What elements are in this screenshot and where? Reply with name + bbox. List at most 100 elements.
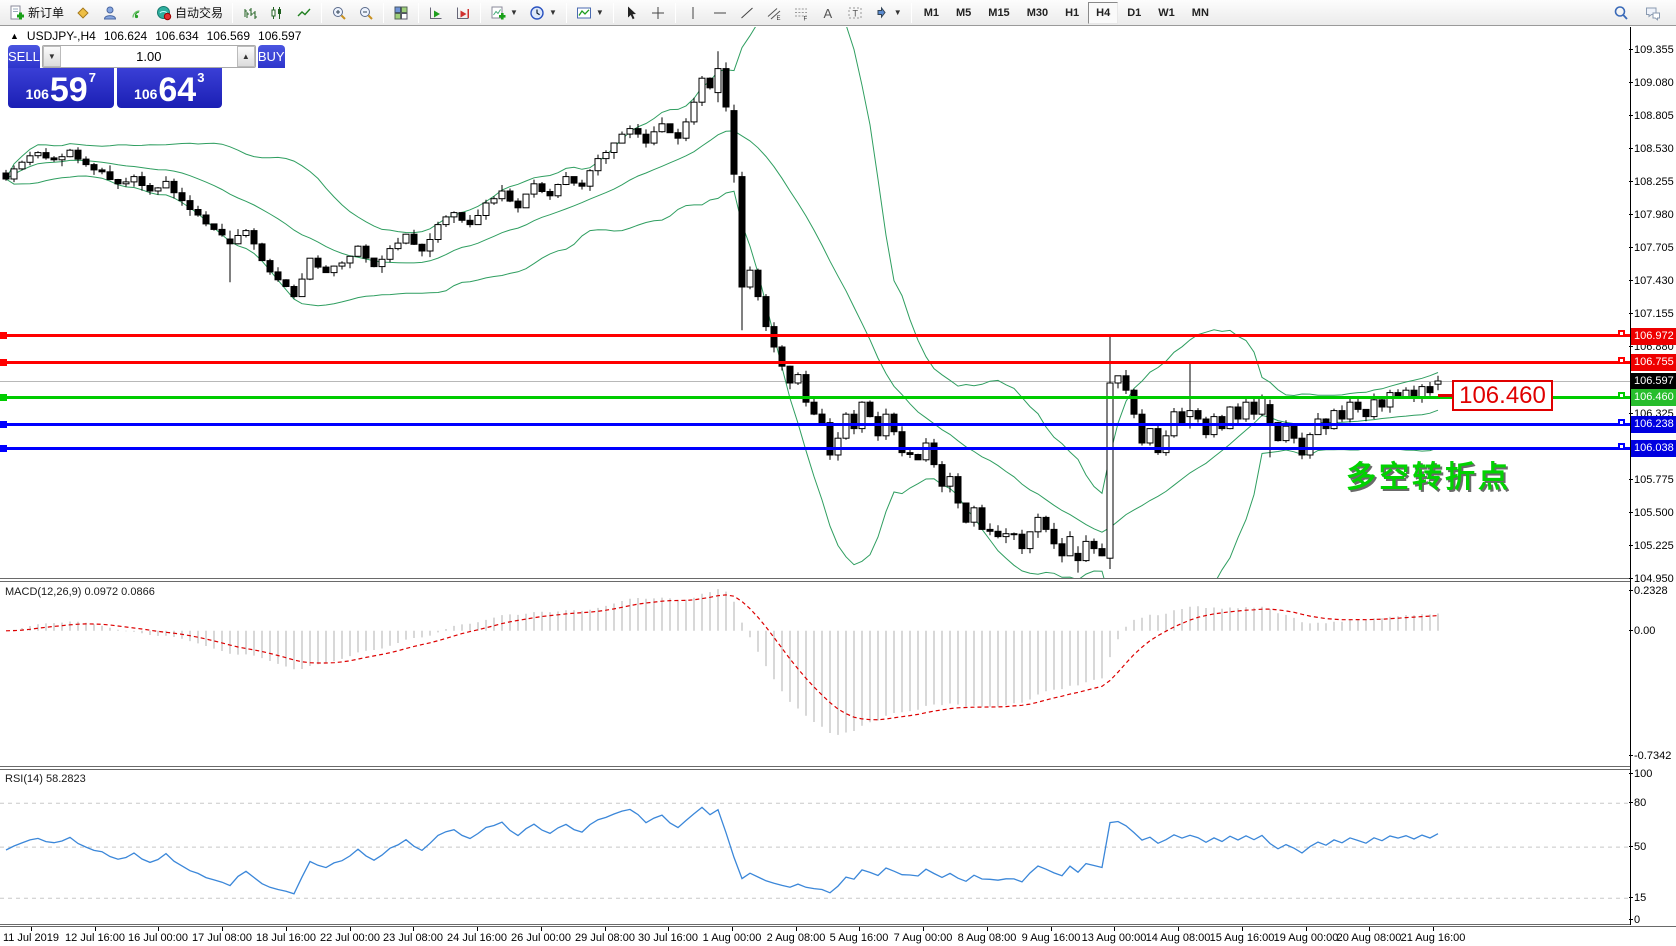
annotation-text-object[interactable]: 多空转折点	[1346, 461, 1511, 494]
horizontal-line-button[interactable]	[707, 2, 733, 24]
macd-label: MACD(12,26,9) 0.0972 0.0866	[5, 586, 155, 598]
time-label: 21 Aug 16:00	[1400, 932, 1466, 944]
price-tick: 107.155	[1629, 308, 1674, 320]
macd-tick: -0.7342	[1628, 750, 1672, 762]
buy-price-button[interactable]: 106 64 3	[116, 68, 222, 108]
ohlc-open: 106.624	[103, 29, 148, 43]
equidistant-channel-icon: E	[767, 7, 780, 21]
trendline-icon	[740, 7, 753, 18]
equidistant-channel-button[interactable]: E	[761, 2, 787, 24]
time-label: 19 Aug 00:00	[1273, 932, 1339, 944]
time-tick	[923, 927, 924, 931]
hline-left-handle[interactable]	[0, 394, 7, 401]
auto-scroll-button[interactable]	[423, 2, 449, 24]
macd-canvas[interactable]	[0, 582, 1630, 766]
timeframe-m15-button[interactable]: M15	[988, 6, 1010, 19]
signals-icon	[132, 9, 140, 18]
arrows-button[interactable]: ▼	[869, 2, 907, 24]
price-tick: 108.805	[1629, 110, 1674, 122]
text-label-button[interactable]: T	[842, 2, 868, 24]
buy-button[interactable]: BUY	[257, 45, 285, 68]
text-button[interactable]: A	[815, 2, 841, 24]
time-tick	[350, 927, 351, 931]
pane-splitter[interactable]	[0, 766, 1676, 770]
chat-icon	[1646, 7, 1660, 21]
hline-right-handle[interactable]	[1618, 357, 1625, 364]
autotrading-button[interactable]: 自动交易	[151, 2, 228, 24]
timeframe-m5-button[interactable]: M5	[956, 6, 972, 19]
signals-button[interactable]	[124, 2, 150, 24]
time-tick	[1433, 927, 1434, 931]
profile-icon	[104, 6, 117, 19]
time-tick	[859, 927, 860, 931]
volume-increase-button[interactable]: ▲	[236, 46, 255, 67]
sell-price-button[interactable]: 106 59 7	[8, 68, 114, 108]
zoom-out-button[interactable]	[353, 2, 379, 24]
text-label-icon: T	[848, 7, 862, 18]
cursor-button[interactable]	[618, 2, 644, 24]
timeframe-d1-button[interactable]: D1	[1127, 6, 1142, 19]
zoom-in-button[interactable]	[326, 2, 352, 24]
volume-decrease-button[interactable]: ▼	[42, 46, 61, 67]
bar-chart-mode-button[interactable]	[237, 2, 263, 24]
collapse-panel-icon[interactable]: ▲	[10, 31, 19, 41]
line-chart-mode-button[interactable]	[291, 2, 317, 24]
new-chart-button[interactable]: ▼	[485, 2, 523, 24]
periods-button[interactable]: ▼	[524, 2, 562, 24]
hline-left-handle[interactable]	[0, 332, 7, 339]
price-badge-106038: 106.038	[1631, 440, 1676, 457]
svg-text:E: E	[776, 16, 780, 21]
toolbar-separator	[418, 2, 420, 23]
timeframe-w1-button[interactable]: W1	[1158, 6, 1175, 19]
candlestick-mode-button[interactable]	[264, 2, 290, 24]
rsi-canvas[interactable]	[0, 770, 1630, 925]
time-tick	[286, 927, 287, 931]
time-tick	[477, 927, 478, 931]
volume-input[interactable]	[60, 46, 237, 67]
time-label: 8 Aug 08:00	[957, 932, 1017, 944]
hline-106755[interactable]	[0, 361, 1630, 364]
hline-106038[interactable]	[0, 447, 1630, 450]
rsi-pane: RSI(14) 58.2823	[0, 770, 1630, 925]
profile-button[interactable]	[97, 2, 123, 24]
search-button[interactable]	[1608, 2, 1634, 24]
crosshair-button[interactable]	[645, 2, 671, 24]
tile-windows-button[interactable]	[388, 2, 414, 24]
timeframe-m30-button[interactable]: M30	[1026, 6, 1049, 19]
new-order-button[interactable]: 新订单	[4, 2, 69, 24]
timeframe-h4-button[interactable]: H4	[1088, 1, 1119, 24]
hline-10646[interactable]	[0, 396, 1630, 399]
hline-left-handle[interactable]	[0, 445, 7, 452]
price-tick: 107.980	[1629, 209, 1674, 221]
pane-splitter[interactable]	[0, 578, 1676, 582]
hline-106972[interactable]	[0, 334, 1630, 337]
fibonacci-button[interactable]: F	[788, 2, 814, 24]
price-callout-object[interactable]: 106.460	[1452, 380, 1553, 411]
timeframe-m1-button[interactable]: M1	[923, 6, 939, 19]
time-label: 29 Jul 08:00	[575, 932, 635, 944]
time-label: 5 Aug 16:00	[829, 932, 889, 944]
indicators-button[interactable]: ▼	[571, 2, 609, 24]
hline-106238[interactable]	[0, 423, 1630, 426]
chart-shift-button[interactable]	[450, 2, 476, 24]
hline-right-handle[interactable]	[1618, 443, 1625, 450]
hline-left-handle[interactable]	[0, 421, 7, 428]
market-gold-button[interactable]	[70, 2, 96, 24]
timeframe-mn-button[interactable]: MN	[1191, 6, 1209, 19]
hline-right-handle[interactable]	[1618, 419, 1625, 426]
time-label: 18 Jul 16:00	[256, 932, 316, 944]
hline-right-handle[interactable]	[1618, 392, 1625, 399]
time-tick	[1306, 927, 1307, 931]
symbol-title: USDJPY-,H4	[26, 29, 96, 43]
callout-connector	[1438, 394, 1452, 397]
hline-left-handle[interactable]	[0, 359, 7, 366]
hline-right-handle[interactable]	[1618, 330, 1625, 337]
timeframe-h1-button[interactable]: H1	[1065, 6, 1080, 19]
autotrading-icon	[157, 5, 172, 20]
chat-button[interactable]	[1640, 2, 1666, 24]
toolbar-separator	[480, 2, 482, 23]
sell-button[interactable]: SELL	[8, 45, 40, 68]
vertical-line-button[interactable]	[680, 2, 706, 24]
time-tick	[413, 927, 414, 931]
trendline-button[interactable]	[734, 2, 760, 24]
